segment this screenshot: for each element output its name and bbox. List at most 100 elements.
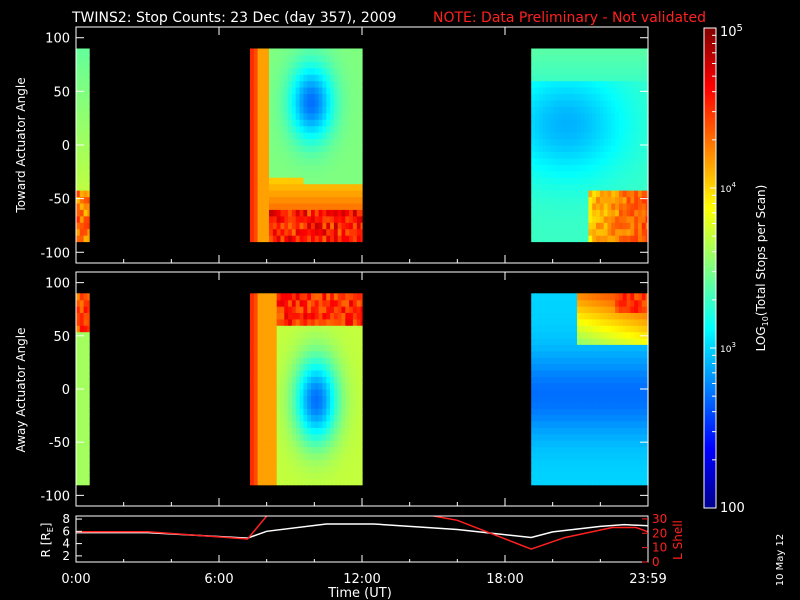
away-heatmap-cell bbox=[330, 420, 335, 428]
toward-heatmap-cell bbox=[538, 164, 544, 172]
toward-heatmap-cell bbox=[356, 215, 362, 223]
toward-heatmap-cell bbox=[76, 80, 81, 88]
away-heatmap-cell bbox=[615, 293, 620, 301]
away-heatmap-cell bbox=[276, 344, 282, 352]
toward-heatmap-cell bbox=[333, 54, 339, 62]
toward-heatmap-cell bbox=[618, 99, 624, 107]
away-heatmap-cell bbox=[280, 452, 285, 460]
toward-heatmap-cell bbox=[360, 106, 363, 114]
toward-heatmap-cell bbox=[330, 54, 335, 62]
away-heatmap-cell bbox=[645, 312, 649, 320]
away-heatmap-cell bbox=[569, 331, 574, 339]
toward-heatmap-cell bbox=[626, 151, 631, 159]
away-heatmap-cell bbox=[554, 401, 559, 409]
toward-heatmap-cell bbox=[250, 48, 255, 56]
away-heatmap-cell bbox=[79, 299, 85, 307]
away-heatmap-cell bbox=[352, 459, 358, 467]
away-heatmap-cell bbox=[638, 357, 643, 365]
away-heatmap-cell bbox=[596, 363, 601, 371]
away-heatmap-cell bbox=[87, 312, 90, 320]
toward-heatmap-cell bbox=[618, 132, 624, 140]
toward-heatmap-cell bbox=[592, 190, 597, 198]
toward-heatmap-cell bbox=[531, 235, 536, 243]
away-heatmap-cell bbox=[360, 369, 363, 377]
toward-heatmap-cell bbox=[295, 99, 301, 107]
toward-heatmap-cell bbox=[630, 119, 635, 127]
toward-heatmap-cell bbox=[638, 222, 643, 230]
away-heatmap-cell bbox=[307, 446, 312, 454]
away-heatmap-cell bbox=[580, 306, 586, 313]
toward-heatmap-cell bbox=[546, 54, 551, 62]
away-heatmap-cell bbox=[546, 452, 551, 460]
away-heatmap-cell bbox=[531, 420, 536, 428]
toward-heatmap-cell bbox=[299, 164, 304, 172]
toward-heatmap-cell bbox=[569, 235, 574, 243]
away-heatmap-cell bbox=[641, 306, 647, 313]
toward-heatmap-cell bbox=[349, 138, 354, 146]
away-heatmap-cell bbox=[303, 299, 308, 307]
toward-heatmap-cell bbox=[550, 196, 555, 204]
toward-heatmap-cell bbox=[584, 132, 589, 140]
toward-heatmap-cell bbox=[542, 48, 548, 56]
away-heatmap-cell bbox=[265, 440, 270, 448]
away-heatmap-cell bbox=[630, 427, 635, 435]
toward-heatmap-cell bbox=[577, 54, 582, 62]
toward-heatmap-cell bbox=[535, 112, 540, 120]
toward-heatmap-cell bbox=[554, 151, 559, 159]
away-heatmap-cell bbox=[596, 440, 601, 448]
toward-heatmap-cell bbox=[561, 61, 567, 69]
toward-heatmap-cell bbox=[295, 48, 301, 56]
toward-heatmap-cell bbox=[565, 112, 570, 120]
away-heatmap-cell bbox=[295, 312, 301, 320]
away-heatmap-cell bbox=[269, 312, 274, 320]
away-heatmap-cell bbox=[349, 293, 354, 301]
toward-heatmap-cell bbox=[352, 138, 358, 146]
away-heatmap-cell bbox=[333, 459, 339, 467]
away-heatmap-cell bbox=[349, 427, 354, 435]
away-heatmap-cell bbox=[337, 395, 343, 403]
away-heatmap-cell bbox=[626, 408, 631, 416]
away-heatmap-cell bbox=[311, 299, 316, 307]
toward-heatmap-cell bbox=[531, 177, 536, 185]
away-heatmap-cell bbox=[645, 331, 649, 339]
toward-heatmap-cell bbox=[535, 106, 540, 114]
away-heatmap-cell bbox=[83, 312, 88, 320]
away-heatmap-cell bbox=[615, 376, 620, 384]
toward-heatmap-cell bbox=[349, 202, 354, 210]
toward-heatmap-cell bbox=[599, 202, 605, 210]
away-heatmap-cell bbox=[542, 440, 548, 448]
away-heatmap-cell bbox=[630, 357, 635, 365]
toward-heatmap-cell bbox=[569, 177, 574, 185]
away-heatmap-cell bbox=[337, 401, 343, 409]
toward-heatmap-cell bbox=[326, 119, 331, 127]
away-heatmap-cell bbox=[542, 337, 548, 345]
away-heatmap-cell bbox=[83, 408, 88, 416]
away-heatmap-cell bbox=[580, 408, 586, 416]
away-heatmap-cell bbox=[87, 350, 90, 358]
toward-heatmap-cell bbox=[284, 99, 289, 107]
toward-heatmap-cell bbox=[307, 164, 312, 172]
toward-heatmap-cell bbox=[634, 87, 639, 95]
away-heatmap-cell bbox=[341, 344, 346, 352]
away-heatmap-cell bbox=[592, 414, 597, 422]
away-heatmap-cell bbox=[554, 312, 559, 320]
toward-heatmap-cell bbox=[360, 235, 363, 243]
toward-heatmap-cell bbox=[87, 164, 90, 172]
away-heatmap-cell bbox=[360, 337, 363, 345]
away-heatmap-cell bbox=[341, 382, 346, 390]
toward-heatmap-cell bbox=[592, 209, 597, 217]
away-heatmap-cell bbox=[615, 363, 620, 371]
toward-heatmap-cell bbox=[345, 87, 350, 95]
away-heatmap-cell bbox=[253, 395, 259, 403]
away-heatmap-cell bbox=[603, 363, 609, 371]
toward-heatmap-cell bbox=[546, 80, 551, 88]
away-heatmap-cell bbox=[569, 293, 574, 301]
toward-heatmap-cell bbox=[622, 48, 628, 56]
toward-heatmap-cell bbox=[607, 61, 612, 69]
toward-heatmap-cell bbox=[269, 196, 274, 204]
toward-heatmap-cell bbox=[291, 209, 297, 217]
toward-heatmap-cell bbox=[318, 80, 323, 88]
toward-heatmap-cell bbox=[276, 228, 282, 236]
toward-heatmap-cell bbox=[577, 145, 582, 152]
toward-heatmap-cell bbox=[269, 151, 274, 159]
